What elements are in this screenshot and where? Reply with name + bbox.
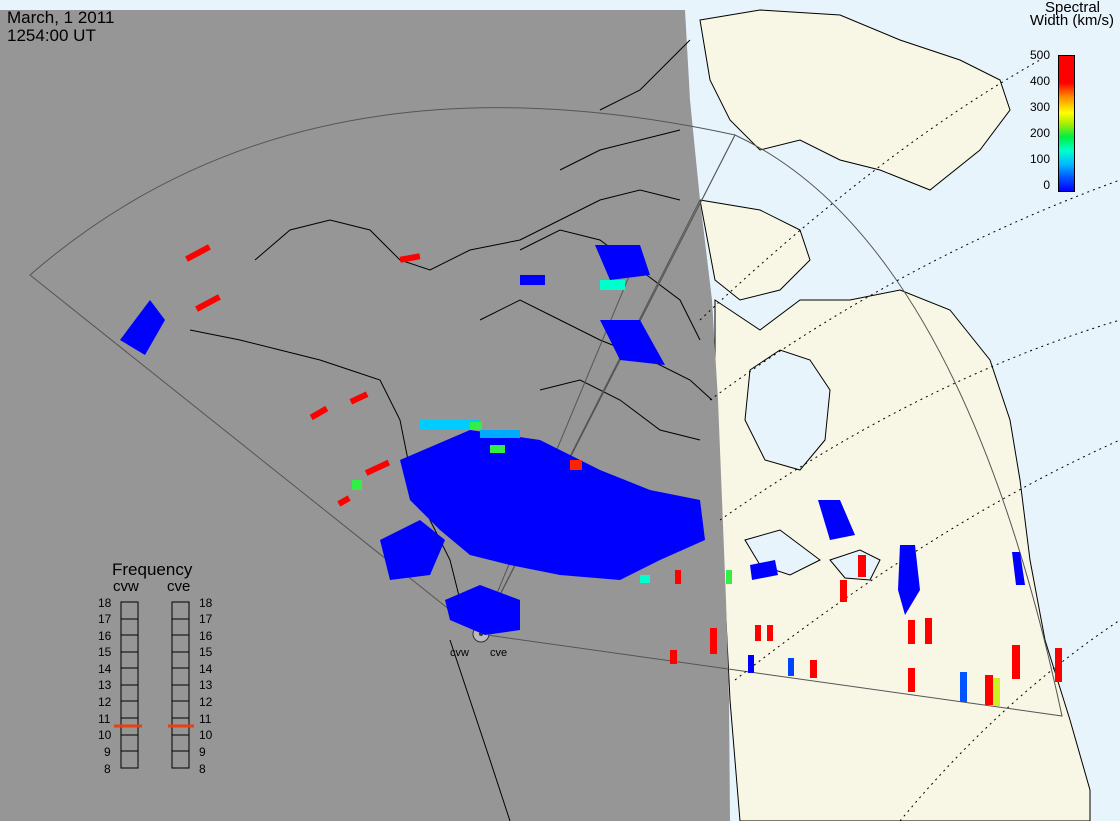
- freq-tick-right: 10: [199, 728, 213, 742]
- cvw-fov: [29, 107, 736, 635]
- freq-tick-left: 8: [104, 762, 111, 776]
- colorbar-tick: 0: [1043, 178, 1050, 192]
- freq-tick-right: 18: [199, 596, 213, 610]
- freq-tick-right: 17: [199, 612, 213, 626]
- time-label: 1254:00 UT: [7, 26, 96, 45]
- freq-tick-left: 12: [98, 695, 112, 709]
- freq-tick-right: 16: [199, 629, 213, 643]
- colorbar-tick: 300: [1029, 100, 1050, 114]
- freq-tick-left: 15: [98, 645, 112, 659]
- greenland-land: [699, 9, 1011, 191]
- freq-tick-left: 9: [104, 745, 111, 759]
- colorbar-tick: 200: [1029, 126, 1050, 140]
- freq-tick-right: 14: [199, 662, 213, 676]
- spectral-width-colorbar: [1058, 55, 1075, 192]
- freq-tick-left: 10: [98, 728, 112, 742]
- site-label-cve: cve: [490, 647, 508, 659]
- beam-line-1: [479, 249, 641, 635]
- colorbar-tick: 500: [1029, 48, 1050, 62]
- night-coastlines: [189, 39, 713, 821]
- red-echoes: [185, 244, 1062, 705]
- frequency-title: Frequency: [112, 560, 193, 579]
- date-label: March, 1 2011: [7, 8, 115, 27]
- freq-tick-left: 11: [98, 712, 111, 726]
- colorbar-title-line2: Width (km/s): [1029, 12, 1114, 29]
- baffin-island: [699, 199, 811, 301]
- freq-tick-right: 13: [199, 678, 213, 692]
- freq-tick-left: 14: [98, 662, 112, 676]
- colorbar-title-line1: Spectral: [1044, 0, 1100, 16]
- blue-echo-field: [120, 245, 1025, 635]
- freq-tick-left: 16: [98, 629, 112, 643]
- night-region: [0, 10, 730, 821]
- colorbar-tick: 400: [1029, 74, 1050, 88]
- latitude-circles: [699, 59, 1120, 821]
- site-label-cvw: cvw: [450, 647, 469, 659]
- freq-tick-left: 17: [98, 612, 112, 626]
- hudson-bay: [744, 349, 831, 471]
- frequency-radar-cvw: cvw: [113, 578, 139, 595]
- freq-tick-right: 8: [199, 762, 206, 776]
- colorbar-tick: 100: [1029, 152, 1050, 166]
- freq-tick-right: 11: [199, 712, 212, 726]
- freq-tick-left: 18: [98, 596, 112, 610]
- freq-tick-right: 12: [199, 695, 213, 709]
- arc-echoes: [420, 280, 625, 470]
- cve-fov: [479, 134, 1063, 717]
- lake-erie: [829, 549, 881, 581]
- freq-tick-right: 15: [199, 645, 213, 659]
- freq-tick-left: 13: [98, 678, 112, 692]
- misc-echoes: [352, 480, 1000, 706]
- freq-tick-right: 9: [199, 745, 206, 759]
- frequency-radar-cve: cve: [167, 578, 191, 595]
